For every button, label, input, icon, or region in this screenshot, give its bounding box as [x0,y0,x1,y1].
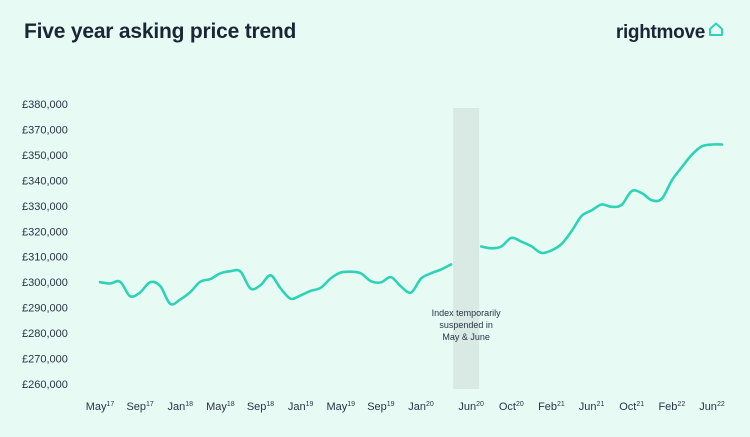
x-tick-label: May19 [326,401,355,413]
x-tick-label: Oct20 [499,401,524,413]
suspension-annotation-line: May & June [442,332,490,342]
y-tick-label: £380,000 [22,99,68,111]
y-tick-label: £280,000 [22,328,68,340]
x-tick-label: Jan18 [167,401,193,413]
suspension-annotation-line: Index temporarily [432,308,502,318]
suspended-period-band [453,108,480,389]
brand-name: rightmove [615,22,705,43]
x-tick-label: Jan19 [288,401,314,413]
x-tick-label: May18 [206,401,235,413]
x-tick-label: Sep18 [247,401,274,413]
x-tick-label: Feb21 [538,401,565,413]
y-tick-label: £290,000 [22,303,68,315]
y-tick-label: £270,000 [22,354,68,366]
x-tick-label: May17 [86,401,115,413]
x-tick-label: Sep19 [367,401,394,413]
x-tick-label: Feb22 [658,401,685,413]
y-tick-label: £320,000 [22,226,68,238]
x-tick-label: Oct21 [619,401,644,413]
y-tick-label: £330,000 [22,201,68,213]
y-tick-label: £350,000 [22,150,68,162]
y-tick-label: £310,000 [22,252,68,264]
price-series-line-1 [98,263,453,306]
y-tick-label: £370,000 [22,124,68,136]
y-tick-label: £260,000 [22,379,68,391]
y-tick-label: £300,000 [22,277,68,289]
brand-logo: rightmove [616,22,724,44]
x-tick-label: Jan20 [408,401,434,413]
suspension-annotation-line: suspended in [439,320,493,330]
x-tick-label: Jun21 [579,401,605,413]
price-series-line-2 [479,143,724,255]
x-tick-label: Sep17 [126,401,153,413]
x-tick-label: Jun22 [699,401,725,413]
x-tick-label: Jun20 [458,401,484,413]
y-tick-label: £340,000 [22,175,68,187]
chart-title: Five year asking price trend [24,20,297,43]
house-outline-icon [708,21,724,37]
